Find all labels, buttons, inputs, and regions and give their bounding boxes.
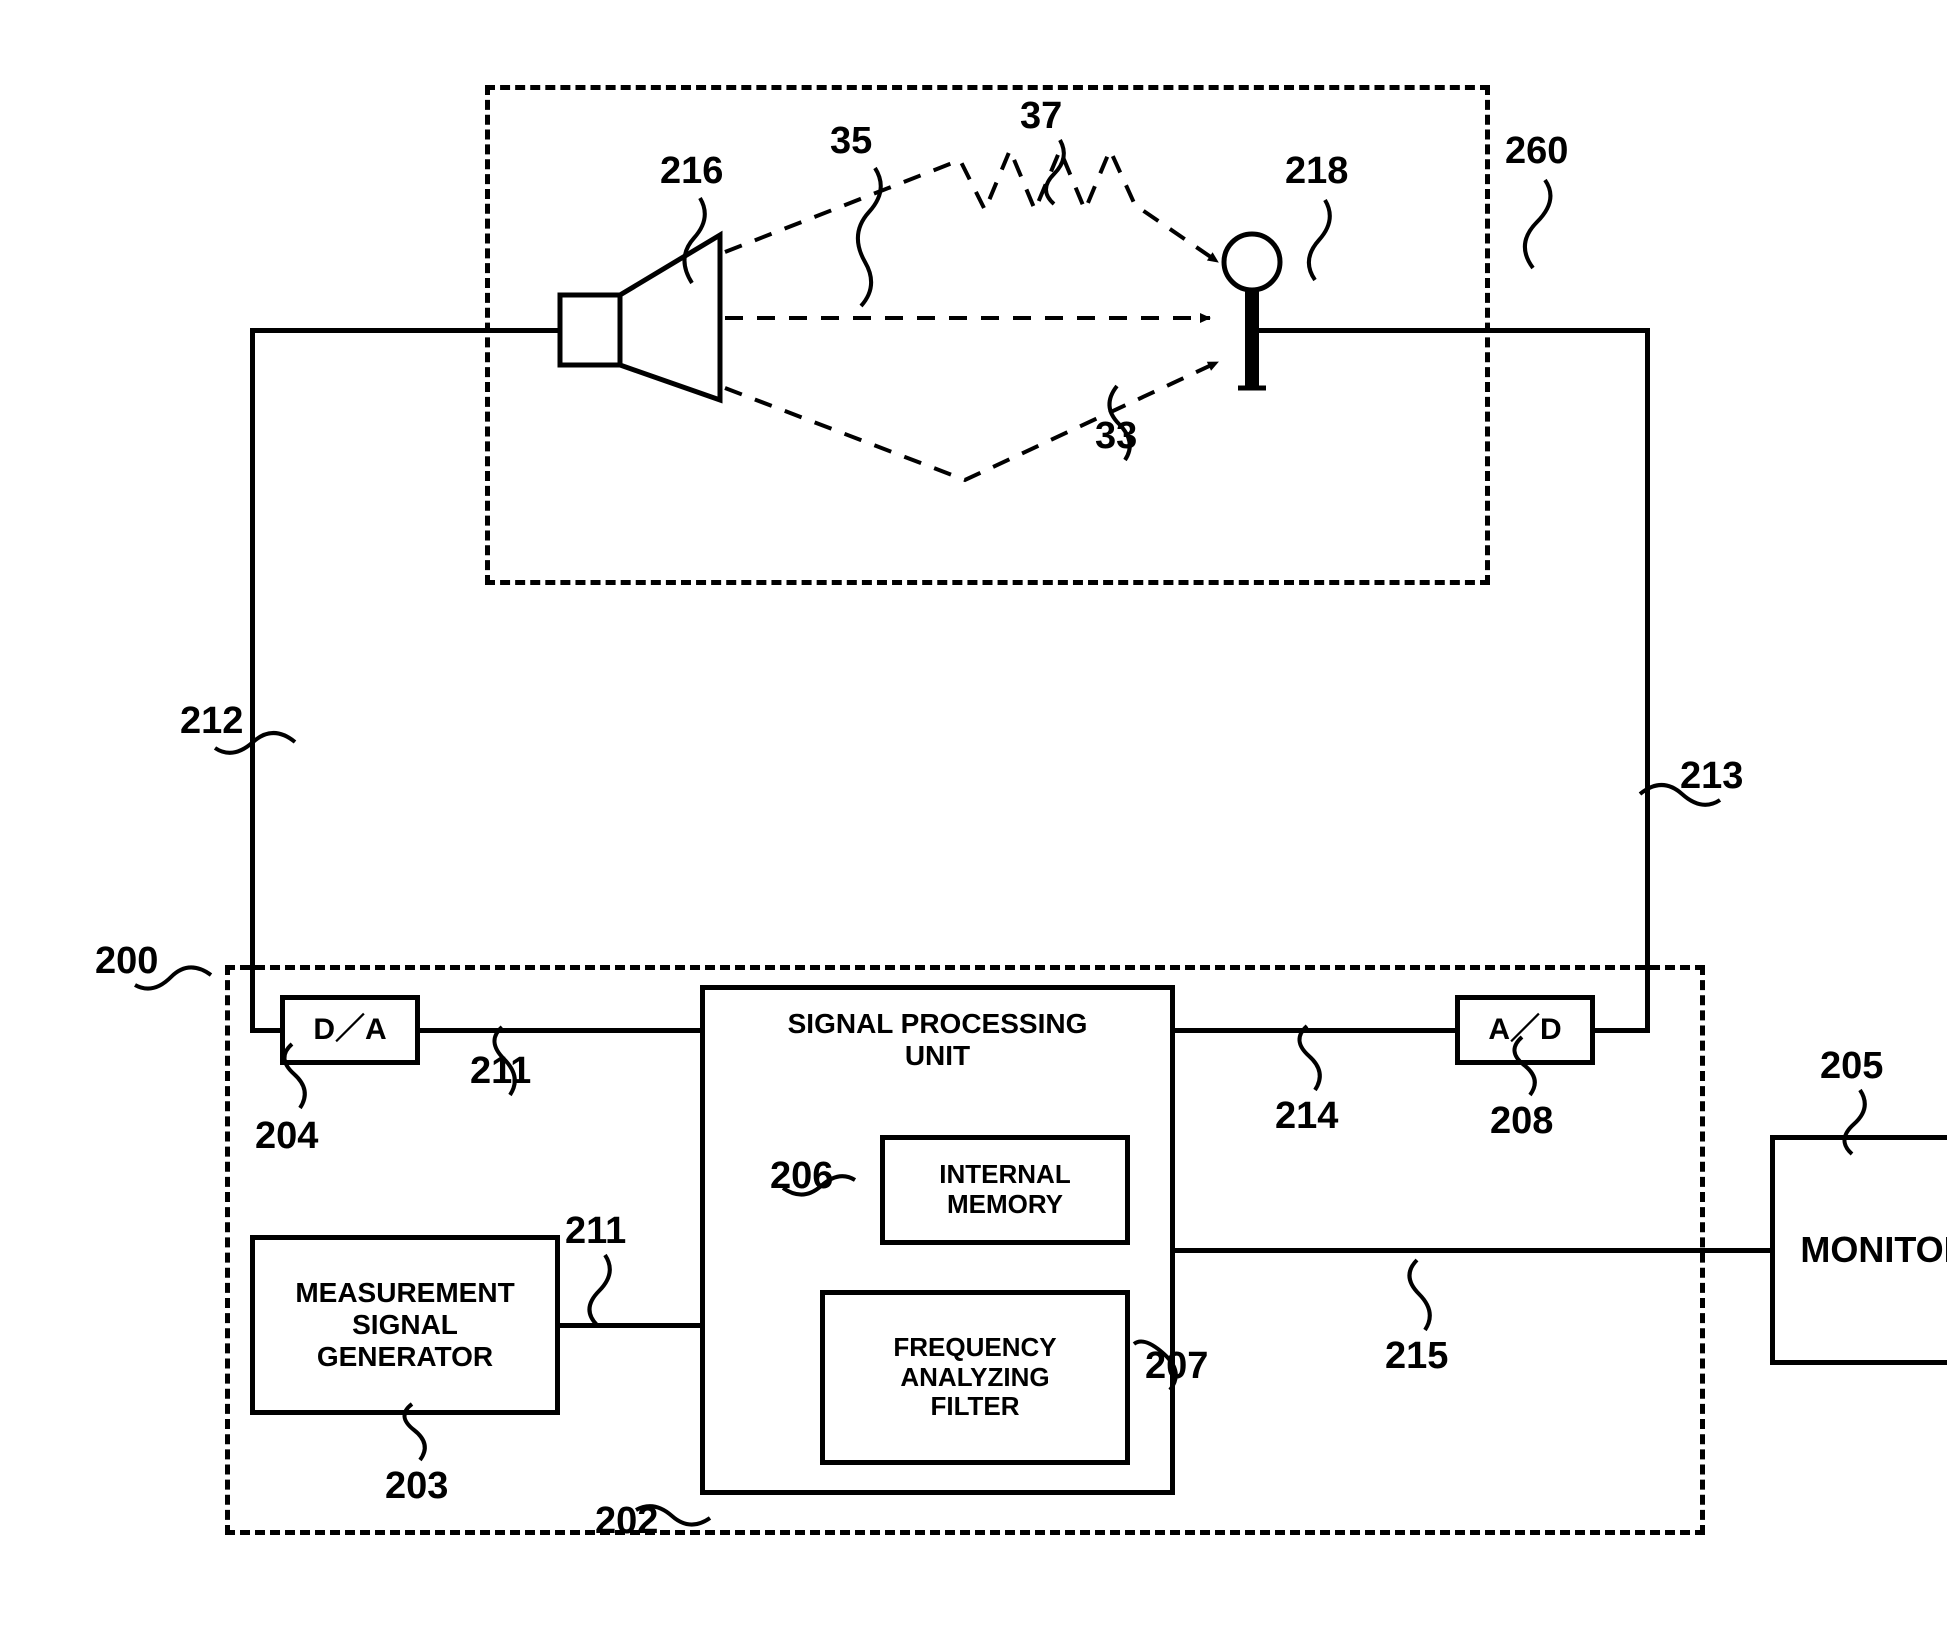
ref-33: 33 [1095,415,1137,458]
ref-211b: 211 [565,1210,626,1253]
ref-215: 215 [1385,1335,1448,1378]
ref-218: 218 [1285,150,1348,193]
measurement-signal-generator-box: MEASUREMENT SIGNAL GENERATOR [250,1235,560,1415]
ref-205: 205 [1820,1045,1883,1088]
wire-speaker-left-h [250,328,560,333]
wire-212-to-da [250,1028,280,1033]
internal-memory-box: INTERNAL MEMORY [880,1135,1130,1245]
ref-216: 216 [660,150,723,193]
ref-202: 202 [595,1500,658,1543]
msg-label: MEASUREMENT SIGNAL GENERATOR [295,1277,514,1374]
ref-213: 213 [1680,755,1743,798]
ad-label: A／D [1488,1013,1561,1048]
ref-203: 203 [385,1465,448,1508]
da-converter-box: D／A [280,995,420,1065]
da-label: D／A [313,1013,386,1048]
wire-msg-spu [560,1323,700,1328]
spu-title: SIGNAL PROCESSING UNIT [788,1008,1088,1072]
internal-memory-label: INTERNAL MEMORY [939,1160,1070,1220]
frequency-analyzing-filter-box: FREQUENCY ANALYZING FILTER [820,1290,1130,1465]
ref-35: 35 [830,120,872,163]
ref-208: 208 [1490,1100,1553,1143]
wire-mic-right-h [1259,328,1650,333]
ref-204: 204 [255,1115,318,1158]
wire-213-to-ad [1595,1028,1650,1033]
freq-filter-label: FREQUENCY ANALYZING FILTER [893,1333,1056,1423]
wire-213-v [1645,328,1650,1030]
diagram-canvas: D／A A／D MEASUREMENT SIGNAL GENERATOR SIG… [0,0,1947,1645]
wire-ad-spu [1175,1028,1455,1033]
wire-212-v [250,328,255,1030]
squiggle-260 [1525,180,1551,268]
ref-211a: 211 [470,1050,531,1093]
monitor-label: MONITOR [1800,1229,1947,1270]
ref-206: 206 [770,1155,833,1198]
ref-200: 200 [95,940,158,983]
ad-converter-box: A／D [1455,995,1595,1065]
ref-212: 212 [180,700,243,743]
wire-da-spu [420,1028,700,1033]
monitor-box: MONITOR [1770,1135,1947,1365]
ref-37: 37 [1020,95,1062,138]
ref-207: 207 [1145,1345,1208,1388]
ref-214: 214 [1275,1095,1338,1138]
ref-260: 260 [1505,130,1568,173]
wire-spu-monitor [1175,1248,1770,1253]
